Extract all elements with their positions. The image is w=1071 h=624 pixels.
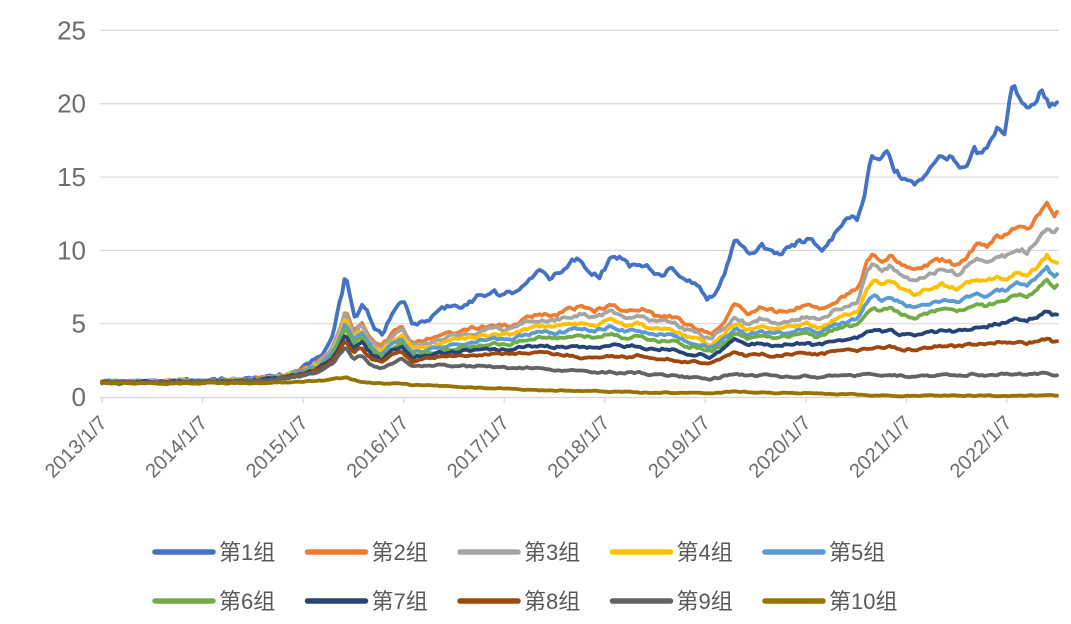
legend-item-2: 第2组	[304, 540, 428, 565]
legend-label: 第2组	[372, 540, 428, 565]
legend-item-8: 第8组	[457, 589, 580, 614]
legend-item-7: 第7组	[304, 589, 428, 614]
x-axis-labels: 2013/1/7 2014/1/7 2015/1/7 2016/1/7 2017/1/7…	[41, 412, 1017, 483]
series-line-10	[100, 375, 1059, 399]
axes	[100, 396, 1059, 403]
y-axis-label: 25	[57, 15, 86, 45]
legend-item-6: 第6组	[152, 589, 275, 614]
legend-label: 第5组	[829, 540, 885, 565]
legend-label: 第9组	[677, 589, 733, 614]
y-axis-label: 15	[57, 162, 86, 192]
gridlines	[100, 29, 1059, 325]
x-axis-label: 2013/1/7	[41, 412, 112, 483]
x-axis-label: 2021/1/7	[845, 412, 916, 483]
y-axis-labels: 0 5 10 15 20 25	[57, 15, 86, 412]
legend-label: 第4组	[677, 540, 733, 565]
x-axis-label: 2015/1/7	[242, 412, 313, 483]
legend-label: 第8组	[524, 589, 580, 614]
y-axis-label: 0	[72, 382, 86, 412]
series-lines	[100, 84, 1059, 399]
legend-item-9: 第9组	[609, 589, 733, 614]
x-axis-label: 2022/1/7	[946, 412, 1017, 483]
series-line-1	[100, 84, 1059, 387]
x-axis-label: 2016/1/7	[343, 412, 414, 483]
legend-item-5: 第5组	[762, 540, 885, 565]
legend-item-1: 第1组	[152, 540, 275, 565]
x-axis-label: 2019/1/7	[644, 412, 715, 483]
y-axis-label: 5	[72, 309, 86, 339]
x-axis-label: 2020/1/7	[745, 412, 816, 483]
legend-label: 第1组	[219, 540, 275, 565]
legend-label: 第10组	[829, 589, 897, 614]
legend-item-4: 第4组	[609, 540, 733, 565]
series-line-9	[100, 346, 1059, 386]
x-axis-label: 2018/1/7	[544, 412, 615, 483]
x-axis-label: 2017/1/7	[443, 412, 514, 483]
y-axis-label: 10	[57, 235, 86, 265]
legend-label: 第3组	[524, 540, 580, 565]
legend-label: 第7组	[372, 589, 428, 614]
y-axis-label: 20	[57, 89, 86, 119]
x-axis-label: 2014/1/7	[141, 412, 212, 483]
legend-label: 第6组	[219, 589, 275, 614]
legend-item-3: 第3组	[457, 540, 580, 565]
legend-item-10: 第10组	[762, 589, 897, 614]
